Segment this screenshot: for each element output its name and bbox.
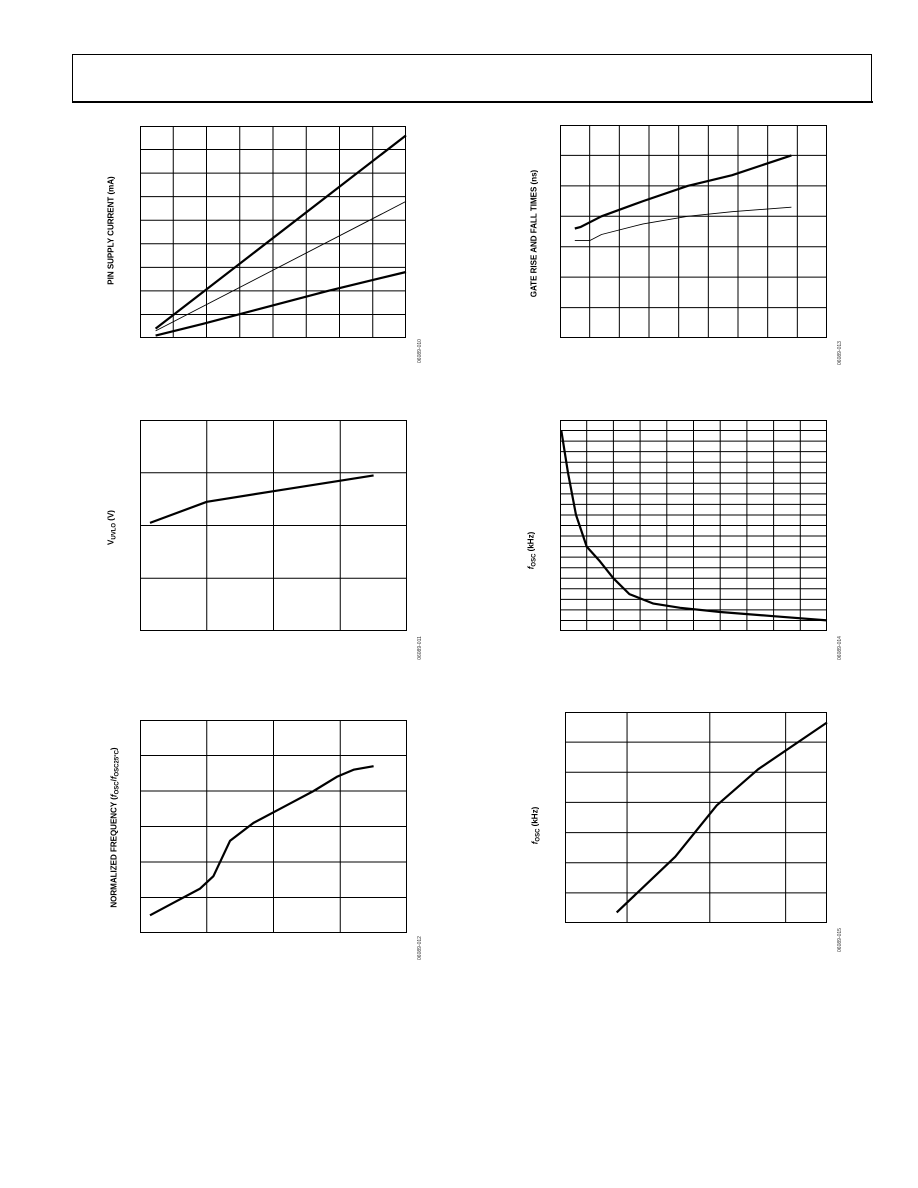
figure-id: 06089-010 bbox=[417, 339, 423, 363]
page-header-box bbox=[72, 54, 872, 102]
series-line-3 bbox=[155, 270, 407, 337]
series-line-2 bbox=[574, 206, 792, 242]
figure-id: 06089-011 bbox=[417, 636, 423, 660]
figure-id: 06089-014 bbox=[837, 636, 843, 660]
header-rule bbox=[72, 101, 873, 103]
supply-current-chart bbox=[140, 126, 407, 338]
chart-canvas bbox=[140, 126, 407, 338]
series-line-1 bbox=[149, 765, 374, 917]
osc-frequency-chart bbox=[560, 420, 828, 631]
series-line-1 bbox=[560, 430, 828, 622]
osc-frequency-chart-2 bbox=[565, 712, 828, 923]
series-line-1 bbox=[615, 721, 828, 914]
series-line-1 bbox=[574, 154, 792, 230]
figure-id: 06089-015 bbox=[837, 928, 843, 952]
chart-canvas bbox=[140, 720, 407, 933]
series-line-1 bbox=[149, 474, 374, 524]
gate-times-ylabel: GATE RISE AND FALL TIMES (ns) bbox=[529, 169, 539, 298]
supply-current-ylabel: PIN SUPPLY CURRENT (mA) bbox=[106, 176, 116, 285]
figure-id: 06089-013 bbox=[837, 341, 843, 365]
series-line-1 bbox=[154, 134, 407, 330]
chart-canvas bbox=[560, 420, 828, 631]
fosc-ylabel-2: fOSC (kHz) bbox=[530, 806, 542, 845]
normalized-frequency-ylabel: NORMALIZED FREQUENCY (fOSC/fOSC25°C) bbox=[109, 747, 121, 908]
chart-canvas bbox=[560, 125, 827, 338]
fosc-ylabel: fOSC (kHz) bbox=[526, 531, 538, 570]
chart-canvas bbox=[140, 420, 407, 631]
series-line-2 bbox=[155, 201, 407, 332]
gate-rise-fall-chart bbox=[560, 125, 827, 338]
normalized-frequency-chart bbox=[140, 720, 407, 933]
figure-id: 06089-012 bbox=[417, 936, 423, 960]
uvlo-ylabel: VUVLO (V) bbox=[106, 510, 118, 545]
chart-canvas bbox=[565, 712, 828, 923]
uvlo-voltage-chart bbox=[140, 420, 407, 631]
